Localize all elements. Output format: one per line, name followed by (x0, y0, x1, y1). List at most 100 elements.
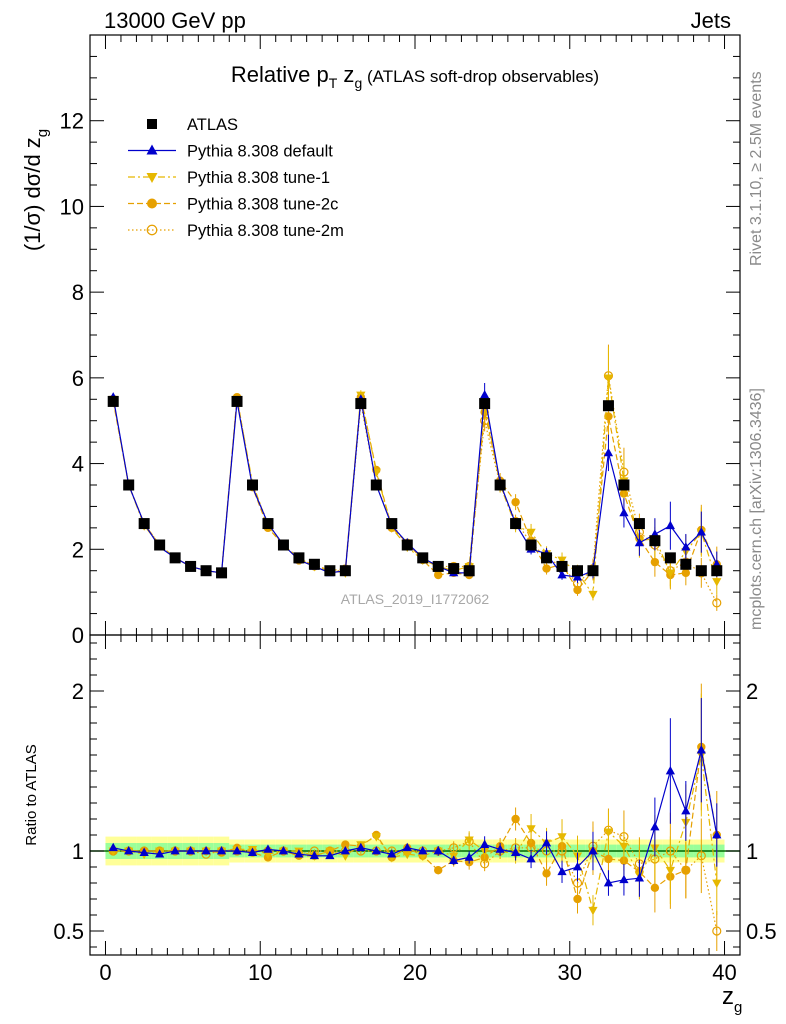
title-sub2: g (354, 75, 362, 91)
data-point (247, 479, 258, 491)
ratio-point (603, 877, 614, 887)
data-point (619, 507, 629, 517)
data-point (588, 590, 598, 600)
ratio-plot-frame (89, 634, 741, 956)
x-tick-label: 30 (558, 960, 582, 985)
data-point (401, 539, 413, 551)
energy-label: 13000 GeV pp (104, 8, 246, 33)
ratio-point (340, 852, 350, 861)
ratio-point (510, 847, 521, 856)
legend-label: Pythia 8.308 tune-2m (187, 222, 344, 240)
ratio-point (603, 828, 614, 837)
ratio-point (201, 845, 211, 855)
rivet-version-label: Rivet 3.1.10, ≥ 2.5M events (748, 71, 765, 266)
data-point (557, 569, 567, 579)
ratio-line (113, 750, 718, 884)
series-pythia-8-308-default (108, 383, 722, 583)
ratio-point (371, 845, 381, 855)
ratio-y-axis-label: Ratio to ATLAS (23, 744, 40, 845)
data-point (293, 552, 305, 564)
data-point (541, 552, 553, 564)
data-point (712, 598, 722, 608)
data-point (324, 565, 336, 577)
ratio-point (434, 866, 443, 875)
ratio-point (665, 765, 675, 775)
data-point (434, 570, 443, 580)
ratio-point (541, 837, 552, 847)
ratio-point (356, 842, 366, 852)
data-point (602, 400, 614, 412)
analysis-id-label: ATLAS_2019_I1772062 (341, 591, 490, 607)
ratio-point (309, 850, 320, 860)
ratio-tick-label-right: 0.5 (746, 919, 777, 944)
legend-marker (146, 173, 158, 183)
ratio-point (526, 853, 536, 863)
legend-entry-pythia-8-308-tune-1: Pythia 8.308 tune-1 (128, 169, 330, 187)
data-point (542, 564, 551, 573)
legend-label: Pythia 8.308 tune-1 (187, 169, 330, 187)
ratio-point (511, 814, 520, 824)
ratio-point (542, 869, 551, 878)
ratio-point (464, 852, 474, 861)
data-point (557, 556, 567, 566)
data-point (262, 518, 274, 530)
ratio-point (696, 851, 706, 861)
legend-entry-pythia-8-308-tune-2m: Pythia 8.308 tune-2m (128, 222, 344, 240)
data-point (649, 535, 661, 547)
series-line (112, 377, 718, 596)
ratio-point (387, 849, 397, 858)
ratio-point (108, 842, 118, 852)
data-point (216, 567, 228, 579)
main-panel: 0 2 4 6 8 10 12 (60, 34, 741, 648)
ratio-point (216, 845, 227, 855)
ratio-point (712, 926, 722, 936)
data-point (712, 578, 722, 587)
data-point (432, 560, 444, 572)
data-point (355, 398, 367, 410)
data-point (107, 395, 119, 407)
data-point (526, 528, 536, 538)
ratio-point (263, 844, 273, 853)
ratio-series-pythia-8-308-default (108, 698, 722, 897)
title-sub: T (329, 75, 338, 91)
x-axis-label: zg (722, 983, 742, 1016)
ratio-point (294, 849, 304, 858)
data-point (711, 565, 723, 577)
data-point (665, 569, 675, 578)
data-point (448, 563, 460, 575)
ratio-tick-label-left: 2 (72, 679, 84, 704)
legend-entry-pythia-8-308-tune-2c: Pythia 8.308 tune-2c (128, 196, 338, 214)
data-point (386, 518, 398, 530)
ratio-point (480, 839, 490, 848)
data-point (277, 539, 289, 551)
legend: ATLAS Pythia 8.308 default Pythia 8.308 tu… (128, 116, 344, 240)
series-pythia-8-308-tune-2c (109, 390, 721, 596)
data-point (680, 558, 692, 570)
data-point (573, 585, 582, 595)
ratio-point (634, 873, 645, 882)
ratio-point (418, 845, 428, 855)
data-point (695, 565, 707, 577)
ratio-point (278, 845, 289, 855)
ratio-point (557, 833, 567, 842)
x-tick-label: 0 (99, 960, 111, 985)
ratio-point (433, 845, 443, 855)
ratio-point (371, 833, 381, 842)
ratio-point (712, 829, 722, 839)
ratio-point (495, 844, 505, 853)
data-point (525, 539, 537, 551)
y-tick-label: 6 (72, 366, 84, 391)
data-point (200, 565, 212, 577)
ratio-point (604, 854, 613, 864)
data-point (511, 497, 520, 507)
ratio-line (113, 746, 718, 902)
y-axis-label: (1/σ) dσ/d zg (20, 129, 51, 251)
title-mid: z (337, 62, 354, 87)
data-point (681, 568, 691, 578)
data-point (510, 518, 522, 530)
data-point (665, 520, 675, 530)
ratio-point (402, 842, 412, 852)
y-tick-label: 8 (72, 280, 84, 305)
ratio-point (665, 866, 675, 876)
